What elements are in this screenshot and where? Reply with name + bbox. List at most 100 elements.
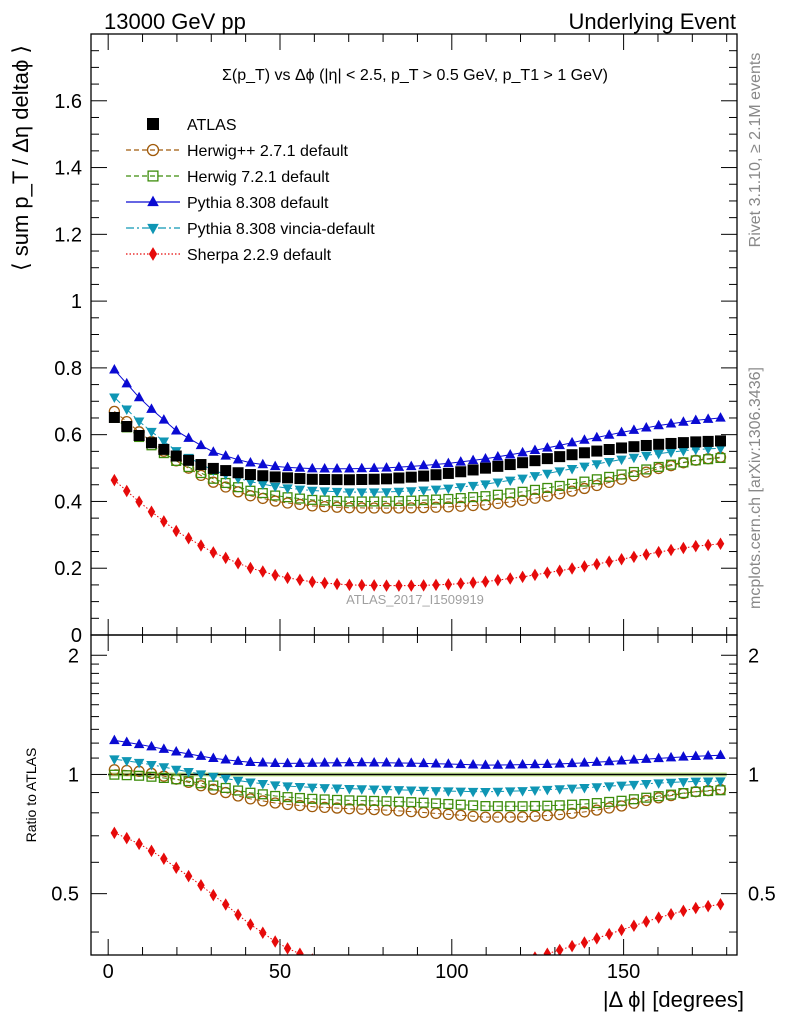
- ratio-data-point: [197, 879, 205, 892]
- ratio-data-point: [283, 942, 292, 955]
- ratio-series-line: [114, 774, 721, 807]
- data-point: [443, 493, 454, 504]
- data-point: [653, 449, 664, 460]
- ratio-data-point: [591, 756, 603, 766]
- ratio-data-point: [383, 966, 391, 979]
- data-point: [617, 553, 626, 566]
- data-point: [343, 502, 356, 514]
- ratio-data-point: [443, 787, 454, 797]
- data-point: [443, 484, 454, 495]
- data-point: [356, 473, 368, 485]
- y-tick-label: 0.4: [54, 491, 82, 513]
- rivet-label: Rivet 3.1.10, ≥ 2.1M events: [747, 53, 764, 248]
- data-point: [568, 562, 576, 575]
- series-pythia-8-308-default: [109, 364, 726, 473]
- data-point: [690, 436, 702, 448]
- data-point: [432, 578, 440, 592]
- data-point: [158, 414, 170, 424]
- data-point: [702, 445, 714, 455]
- ratio-data-point: [630, 919, 638, 932]
- data-point: [430, 494, 442, 505]
- ratio-data-point: [542, 785, 553, 796]
- ratio-data-point: [506, 958, 514, 971]
- header-right: Underlying Event: [568, 9, 736, 34]
- data-point: [579, 476, 590, 487]
- data-point: [580, 560, 589, 573]
- ratio-data-point: [430, 798, 442, 809]
- data-point: [207, 462, 219, 474]
- data-point: [269, 482, 281, 493]
- ratio-series-line: [114, 769, 721, 818]
- data-point: [393, 487, 405, 498]
- data-point: [271, 568, 279, 582]
- data-point: [344, 462, 355, 473]
- data-point: [430, 469, 442, 481]
- ratio-data-point: [393, 796, 404, 807]
- data-point: [147, 505, 156, 518]
- data-point: [492, 478, 504, 489]
- ratio-data-point: [281, 798, 294, 811]
- data-point: [257, 470, 269, 482]
- legend-marker: [147, 223, 159, 235]
- data-point: [554, 451, 566, 463]
- ratio-data-point: [146, 771, 157, 782]
- ratio-data-point: [605, 927, 613, 941]
- data-point: [716, 537, 725, 551]
- ratio-data-point: [307, 783, 318, 794]
- data-point: [122, 484, 131, 498]
- data-point: [197, 539, 205, 552]
- data-point: [679, 541, 688, 555]
- legend-item: Herwig 7.2.1 default: [126, 169, 330, 186]
- data-point: [616, 469, 627, 480]
- data-point: [665, 417, 677, 428]
- ratio-data-point: [665, 778, 677, 789]
- ratio-data-point: [209, 888, 218, 902]
- legend-marker: [147, 118, 159, 130]
- legend-label: Sherpa 2.2.9 default: [187, 247, 332, 264]
- data-point: [269, 471, 281, 483]
- ratio-data-point: [344, 784, 355, 795]
- ratio-data-point: [479, 811, 492, 823]
- data-point: [419, 579, 428, 592]
- ratio-series-pythia-8-308-vincia-default: [109, 755, 726, 798]
- ratio-data-point: [616, 754, 627, 765]
- ratio-data-point: [356, 795, 367, 806]
- ratio-data-point: [307, 757, 318, 767]
- series-line: [114, 417, 721, 502]
- legend: ATLAS Herwig++ 2.7.1 default Herwig 7.2.1 …: [126, 117, 375, 264]
- data-point: [418, 459, 429, 470]
- ratio-data-point: [420, 968, 428, 981]
- data-point: [653, 419, 664, 430]
- ratio-data-point: [455, 799, 466, 810]
- data-point: [395, 579, 403, 592]
- ratio-data-point: [504, 787, 516, 797]
- ratio-data-point: [393, 786, 405, 796]
- data-point: [343, 474, 355, 486]
- data-point: [542, 442, 553, 452]
- y-tick-label: 1.2: [54, 224, 82, 246]
- data-point: [418, 470, 430, 482]
- data-point: [121, 377, 132, 388]
- data-point: [319, 462, 330, 473]
- ratio-data-point: [172, 861, 180, 875]
- ratio-data-point: [319, 801, 331, 814]
- data-point: [283, 571, 292, 585]
- ratio-data-point: [430, 807, 442, 820]
- data-point: [382, 579, 391, 592]
- data-point: [467, 464, 479, 476]
- ratio-data-point: [591, 804, 603, 816]
- data-point: [345, 578, 354, 592]
- data-point: [269, 495, 281, 507]
- ratio-data-point: [702, 777, 714, 788]
- ratio-data-point: [653, 752, 664, 763]
- data-point: [504, 448, 516, 459]
- ratio-data-point: [628, 754, 640, 764]
- data-point: [504, 476, 516, 487]
- y-tick-label: 0.2: [54, 558, 82, 580]
- ratio-data-point: [331, 757, 343, 767]
- ratio-data-point: [641, 753, 652, 763]
- ratio-data-point: [257, 789, 268, 800]
- axes: 0 50 100 150 0 0.2 0.4 0.6 0.8 1 1.2 1.4 1.6 0.5 0.5 1 1…: [51, 33, 776, 983]
- ratio-data-point: [554, 800, 565, 811]
